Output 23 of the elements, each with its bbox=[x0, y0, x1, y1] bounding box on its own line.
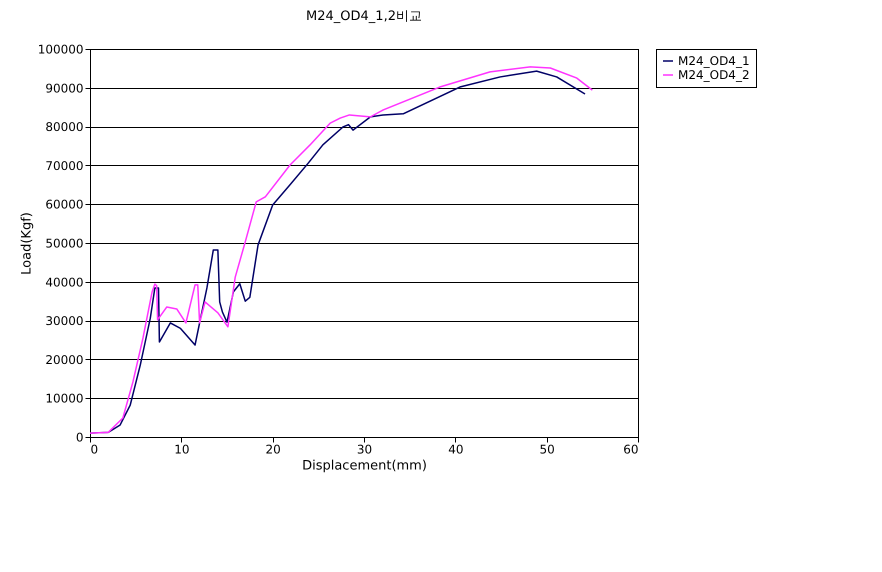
y-tick-label: 30000 bbox=[45, 314, 84, 328]
x-tick-label: 20 bbox=[266, 442, 281, 456]
x-tick-label: 50 bbox=[540, 442, 555, 456]
legend-label: M24_OD4_2 bbox=[678, 68, 750, 82]
x-tick-label: 30 bbox=[356, 442, 372, 456]
y-tick-label: 50000 bbox=[45, 236, 84, 250]
x-tick-label: 0 bbox=[90, 442, 98, 456]
y-tick-label: 90000 bbox=[45, 81, 84, 96]
y-tick-label: 20000 bbox=[45, 352, 84, 367]
y-tick-label: 100000 bbox=[38, 42, 84, 56]
y-tick-label: 0 bbox=[76, 430, 84, 444]
y-tick-label: 40000 bbox=[45, 275, 84, 290]
legend-label: M24_OD4_1 bbox=[678, 54, 750, 68]
x-tick-label: 40 bbox=[448, 442, 464, 456]
y-tick-label: 10000 bbox=[45, 392, 84, 406]
x-tick-label: 10 bbox=[174, 442, 190, 456]
y-tick-label: 60000 bbox=[45, 198, 84, 212]
y-tick-label: 80000 bbox=[45, 120, 84, 134]
x-axis-title: Displacement(mm) bbox=[302, 458, 427, 474]
y-axis-title: Load(Kgf) bbox=[20, 212, 35, 275]
x-tick-label: 60 bbox=[623, 442, 638, 456]
y-tick-label: 70000 bbox=[45, 158, 84, 173]
chart-title: M24_OD4_1,2비교 bbox=[306, 9, 422, 24]
